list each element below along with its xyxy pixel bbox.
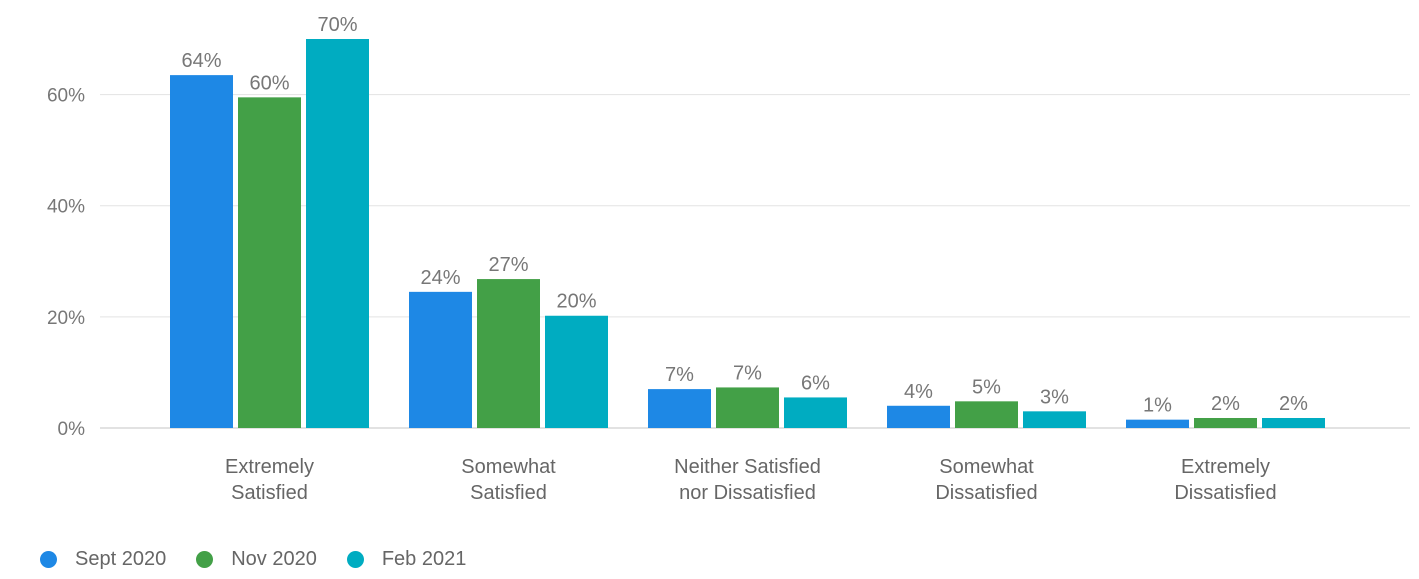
bar <box>306 39 369 428</box>
x-category-label: Satisfied <box>470 482 547 504</box>
bar <box>887 405 950 428</box>
legend-label: Sept 2020 <box>75 548 167 570</box>
legend-item[interactable]: Feb 2021 <box>346 548 467 571</box>
bar <box>1023 411 1086 428</box>
bar <box>955 401 1018 428</box>
y-tick-label: 40% <box>47 197 85 218</box>
data-label: 2% <box>1279 393 1308 415</box>
legend-label: Nov 2020 <box>231 548 317 570</box>
bar <box>784 397 847 428</box>
bar <box>1262 417 1325 428</box>
data-label: 3% <box>1040 386 1069 408</box>
data-label: 7% <box>733 362 762 384</box>
y-tick-label: 60% <box>47 86 85 107</box>
y-tick-label: 0% <box>58 419 86 440</box>
x-category-label: Neither Satisfied <box>674 456 821 478</box>
legend-item[interactable]: Sept 2020 <box>40 548 166 571</box>
legend-marker-icon <box>346 551 364 568</box>
bar <box>1194 417 1257 428</box>
legend-marker-icon <box>196 551 214 568</box>
data-label: 1% <box>1143 395 1172 417</box>
bar <box>409 291 472 428</box>
y-tick-label: 20% <box>47 308 85 329</box>
x-category-label: Satisfied <box>231 482 308 504</box>
bar <box>1126 419 1189 428</box>
data-label: 6% <box>801 372 830 394</box>
x-category-label: Dissatisfied <box>935 482 1037 504</box>
x-category-label: nor Dissatisfied <box>679 482 816 504</box>
bar <box>545 315 608 428</box>
x-category-label: Extremely <box>225 456 314 478</box>
bar <box>170 75 233 428</box>
data-label: 64% <box>181 50 221 72</box>
data-label: 70% <box>317 14 357 36</box>
x-category-label: Dissatisfied <box>1174 482 1276 504</box>
x-category-label: Extremely <box>1181 456 1270 478</box>
bar <box>648 389 711 428</box>
data-label: 24% <box>420 267 460 289</box>
x-category-label: Somewhat <box>939 456 1034 478</box>
legend-item[interactable]: Nov 2020 <box>196 548 317 571</box>
legend-label: Feb 2021 <box>381 548 467 570</box>
data-label: 60% <box>249 72 289 94</box>
legend-marker-icon <box>40 551 57 568</box>
data-label: 4% <box>904 381 933 403</box>
x-category-label: Somewhat <box>461 456 556 478</box>
data-label: 5% <box>972 376 1001 398</box>
data-label: 7% <box>665 364 694 386</box>
bar <box>477 279 540 428</box>
bar <box>716 387 779 428</box>
data-label: 2% <box>1211 393 1240 415</box>
data-label: 27% <box>488 254 528 276</box>
legend: Sept 2020 Nov 2020 Feb 2021 <box>40 548 466 571</box>
bar <box>238 97 301 428</box>
data-label: 20% <box>556 291 596 313</box>
